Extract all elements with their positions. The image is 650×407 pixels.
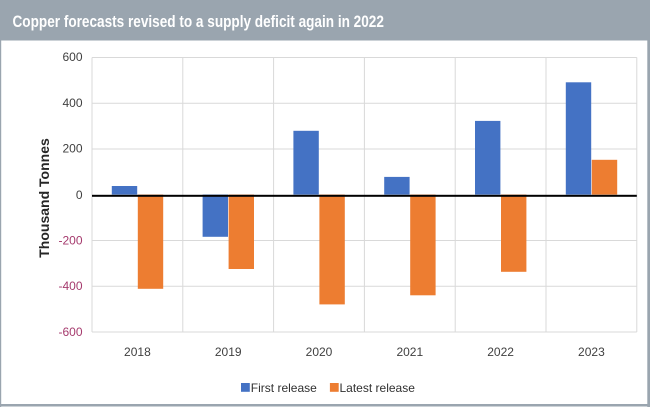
svg-text:First release: First release [251, 381, 317, 395]
svg-text:600: 600 [62, 50, 82, 64]
svg-text:200: 200 [62, 142, 82, 156]
svg-text:2021: 2021 [396, 345, 423, 359]
svg-text:2019: 2019 [215, 345, 242, 359]
svg-text:400: 400 [62, 96, 82, 110]
svg-text:2023: 2023 [578, 345, 605, 359]
svg-text:Copper forecasts revised to a: Copper forecasts revised to a supply def… [13, 13, 384, 32]
svg-text:2018: 2018 [124, 345, 151, 359]
svg-text:0: 0 [76, 188, 83, 202]
svg-text:Latest release: Latest release [340, 381, 416, 395]
svg-text:-400: -400 [58, 279, 82, 293]
svg-text:-200: -200 [58, 234, 82, 248]
svg-text:-600: -600 [58, 325, 82, 339]
svg-text:2022: 2022 [487, 345, 514, 359]
svg-text:2020: 2020 [306, 345, 333, 359]
svg-text:Thousand Tonnes: Thousand Tonnes [36, 138, 52, 258]
